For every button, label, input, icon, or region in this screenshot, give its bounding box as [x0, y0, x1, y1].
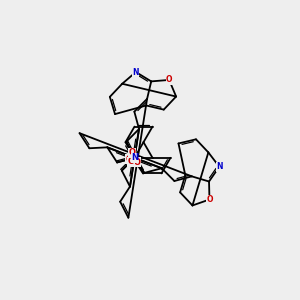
- Text: O: O: [134, 158, 141, 167]
- Text: N: N: [216, 162, 223, 171]
- Text: O: O: [127, 157, 134, 166]
- Text: O: O: [128, 148, 136, 158]
- Text: O: O: [206, 195, 213, 204]
- Text: O: O: [166, 75, 172, 84]
- Text: O: O: [126, 155, 133, 164]
- Text: N: N: [131, 153, 138, 162]
- Text: N: N: [133, 68, 139, 76]
- Text: N: N: [131, 153, 138, 162]
